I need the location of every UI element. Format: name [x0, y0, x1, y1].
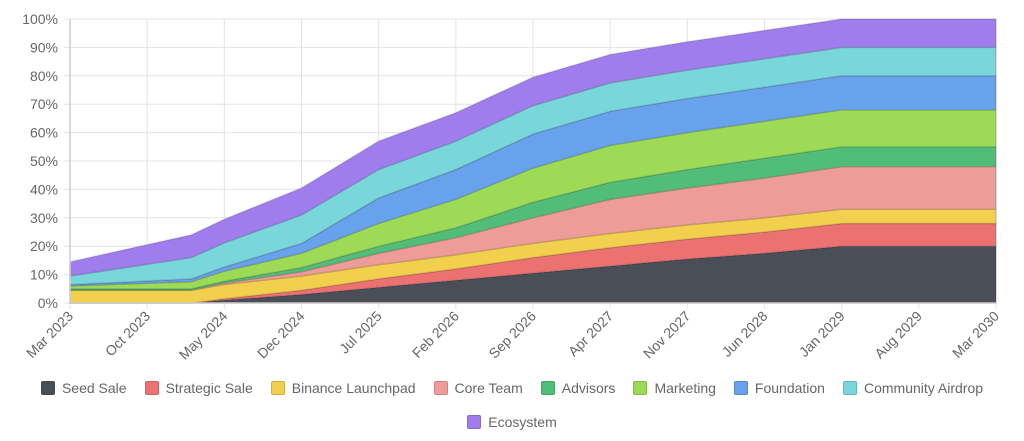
area-core-team — [69, 165, 997, 291]
y-tick-label: 70% — [30, 96, 58, 112]
x-tick-label: Oct 2023 — [102, 308, 154, 360]
area-marketing — [69, 109, 997, 290]
x-tick-label: Jan 2029 — [796, 308, 848, 360]
area-strategic-sale — [69, 222, 997, 304]
x-tick-label: Feb 2026 — [409, 308, 462, 361]
legend-item[interactable]: Community Airdrop — [842, 378, 984, 398]
legend-swatch — [733, 381, 748, 395]
x-tick-label: Mar 2023 — [23, 308, 76, 361]
x-tick-label: Nov 2027 — [640, 308, 694, 362]
legend-label: Community Airdrop — [863, 380, 984, 396]
legend-label: Ecosystem — [488, 414, 557, 430]
legend-swatch — [40, 381, 55, 395]
legend-item[interactable]: Ecosystem — [467, 412, 557, 432]
legend-item[interactable]: Foundation — [733, 378, 825, 398]
legend-label: Core Team — [454, 380, 523, 396]
legend-label: Foundation — [754, 380, 825, 396]
x-tick-label: Sep 2026 — [485, 308, 539, 362]
y-tick-label: 10% — [30, 267, 58, 283]
legend-label: Seed Sale — [61, 380, 127, 396]
y-tick-label: 30% — [30, 210, 58, 226]
legend-label: Binance Launchpad — [291, 380, 416, 396]
y-tick-label: 100% — [22, 11, 58, 27]
legend-item[interactable]: Core Team — [433, 378, 523, 398]
legend-item[interactable]: Marketing — [633, 378, 716, 398]
x-tick-label: Aug 2029 — [871, 308, 925, 362]
area-binance-launchpad — [69, 208, 997, 304]
legend-swatch — [633, 381, 648, 395]
y-tick-label: 50% — [30, 153, 58, 169]
y-tick-label: 60% — [30, 125, 58, 141]
legend-swatch — [270, 381, 285, 395]
legend-swatch — [842, 381, 857, 395]
legend-item[interactable]: Advisors — [540, 378, 616, 398]
legend-label: Advisors — [561, 380, 616, 396]
legend-label: Marketing — [654, 380, 716, 396]
y-tick-label: 40% — [30, 181, 58, 197]
legend-item[interactable]: Strategic Sale — [144, 378, 253, 398]
y-tick-label: 90% — [30, 39, 58, 55]
x-tick-label: Mar 2030 — [949, 308, 1002, 361]
y-tick-label: 80% — [30, 68, 58, 84]
areas — [69, 18, 997, 304]
x-tick-label: Apr 2027 — [565, 308, 617, 360]
area-community-airdrop — [69, 46, 997, 286]
legend-item[interactable]: Binance Launchpad — [270, 378, 416, 398]
legend-swatch — [144, 381, 159, 395]
x-tick-label: Jul 2025 — [336, 308, 385, 357]
legend-swatch — [467, 415, 482, 429]
area-foundation — [69, 75, 997, 287]
y-tick-label: 20% — [30, 238, 58, 254]
x-tick-label: Dec 2024 — [254, 308, 308, 362]
stacked-area-chart: 0% 10% 20% 30% 40% 50% 60% 70% 80% 90% 100% Mar 202… — [22, 11, 1002, 363]
area-ecosystem — [69, 18, 997, 277]
legend: Seed Sale Strategic Sale Binance Launchpad… — [0, 378, 1024, 432]
area-advisors — [69, 146, 997, 291]
x-tick-label: Jun 2028 — [719, 308, 771, 360]
x-tick-label: May 2024 — [176, 308, 231, 363]
legend-item[interactable]: Seed Sale — [40, 378, 127, 398]
y-tick-label: 0% — [38, 295, 58, 311]
legend-swatch — [433, 381, 448, 395]
legend-label: Strategic Sale — [165, 380, 253, 396]
legend-swatch — [540, 381, 555, 395]
